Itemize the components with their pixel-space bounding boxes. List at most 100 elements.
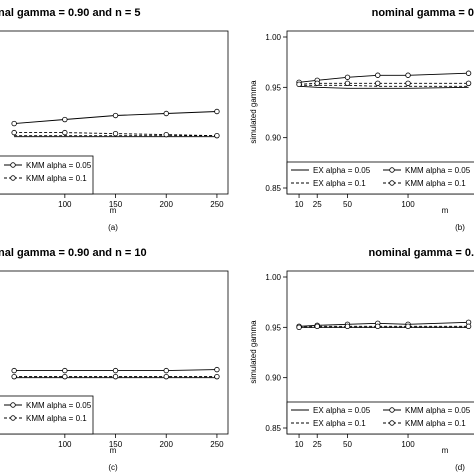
panel-d-legend-label-2: EX alpha = 0.1 bbox=[313, 419, 366, 428]
panel-c-series-2-point-4 bbox=[214, 366, 220, 373]
panel-c-series-2-point-1 bbox=[62, 367, 68, 374]
panel-b-series-3-point-2 bbox=[344, 80, 351, 87]
panel-a-series-2-point-2 bbox=[112, 112, 119, 119]
panel-c-sublabel: (c) bbox=[108, 463, 118, 472]
panel-b-x-tick-label-1: 25 bbox=[313, 200, 322, 209]
panel-b-legend-label-1: KMM alpha = 0.05 bbox=[405, 166, 471, 175]
panel-b-series-line-0 bbox=[299, 85, 469, 89]
panel-d-series-3-point-4 bbox=[405, 323, 411, 330]
panel-c-legend-marker-0 bbox=[10, 402, 16, 408]
panel-c-series-3-point-3 bbox=[163, 373, 169, 380]
panel-b-x-tick-label-0: 10 bbox=[295, 200, 304, 209]
panel-a-x-tick-label-1: 150 bbox=[109, 200, 123, 209]
panel-d-series-3-point-5 bbox=[465, 323, 472, 330]
panel-d-x-tick-label-3: 100 bbox=[401, 440, 415, 449]
panel-a-series-2-point-4 bbox=[214, 108, 220, 115]
panel-c-series-3-point-4 bbox=[214, 373, 220, 380]
panel-c-series-2-point-2 bbox=[112, 367, 119, 374]
panel-c-legend-marker-1 bbox=[10, 415, 16, 421]
panel-d-y-tick-label-2: 0.95 bbox=[265, 323, 281, 332]
panel-b-x-tick-label-3: 100 bbox=[401, 200, 415, 209]
panel-b-y-tick-label-1: 0.90 bbox=[265, 134, 281, 143]
panel-c-legend-box bbox=[0, 395, 94, 435]
panel-c-legend-label-1: KMM alpha = 0.1 bbox=[26, 414, 87, 423]
panel-b-series-2-point-5 bbox=[465, 70, 472, 76]
panel-b: nominal gamma = 0 simulated gamma m (b) … bbox=[249, 7, 474, 232]
panel-a-legend-marker-0 bbox=[10, 162, 16, 168]
panel-d-series-3-point-2 bbox=[344, 323, 351, 330]
panel-c-series-3-point-2 bbox=[112, 373, 119, 380]
panel-a-series-3-point-1 bbox=[62, 129, 68, 136]
panel-a-series-2-point-3 bbox=[163, 110, 169, 117]
panel-b-series-2-point-2 bbox=[344, 74, 351, 80]
panel-b-series-2-point-3 bbox=[375, 72, 381, 78]
panel-d-legend-label-0: EX alpha = 0.05 bbox=[313, 406, 371, 415]
panel-a-x-label: m bbox=[110, 206, 117, 215]
panel-b-series-3-point-5 bbox=[465, 80, 472, 87]
panel-a-x-tick-label-0: 100 bbox=[58, 200, 72, 209]
panel-b-legend-box bbox=[286, 161, 474, 195]
panel-a-series-3-point-2 bbox=[112, 130, 119, 137]
panel-b-legend-marker-3 bbox=[389, 180, 395, 186]
panel-d-series-3-point-0 bbox=[296, 324, 302, 331]
panel-b-series-2-point-4 bbox=[405, 72, 411, 78]
panel-d-title: nominal gamma = 0. bbox=[369, 247, 474, 259]
panel-c-series-2-point-0 bbox=[11, 367, 17, 374]
panel-d-series-3-point-1 bbox=[314, 323, 320, 330]
panel-b-series-line-1 bbox=[299, 84, 469, 87]
panel-d-series-line-2 bbox=[299, 321, 469, 327]
panel-d-sublabel: (d) bbox=[455, 463, 465, 472]
panel-c-series-2-point-3 bbox=[163, 367, 169, 374]
panel-b-series-3-point-3 bbox=[375, 80, 381, 87]
panel-c-plot-frame bbox=[0, 270, 229, 435]
panel-b-series-3-point-1 bbox=[314, 80, 320, 87]
panel-d-legend-marker-1 bbox=[389, 407, 395, 413]
panel-b-x-label: m bbox=[442, 206, 449, 215]
panel-b-series-3-point-0 bbox=[296, 81, 302, 88]
panel-d-x-tick-label-0: 10 bbox=[295, 440, 304, 449]
panel-c-series-3-point-0 bbox=[11, 373, 17, 380]
panel-a-sublabel: (a) bbox=[108, 223, 118, 232]
panel-b-y-label: simulated gamma bbox=[249, 80, 258, 144]
panel-d-x-label: m bbox=[442, 446, 449, 455]
panel-b-legend-label-3: KMM alpha = 0.1 bbox=[405, 179, 466, 188]
panel-b-series-line-2 bbox=[299, 72, 469, 83]
panel-d-series-line-3 bbox=[299, 325, 469, 328]
panel-c-x-tick-label-3: 250 bbox=[210, 440, 224, 449]
panel-a-series-2-point-1 bbox=[62, 116, 68, 123]
panel-b-legend-label-0: EX alpha = 0.05 bbox=[313, 166, 371, 175]
panel-a-plot-frame bbox=[0, 30, 229, 195]
panel-a-x-tick-label-3: 250 bbox=[210, 200, 224, 209]
panel-a: nal gamma = 0.90 and n = 5 m (a) 100 150 2… bbox=[0, 7, 229, 232]
panel-a-legend-label-1: KMM alpha = 0.1 bbox=[26, 174, 87, 183]
panel-b-title: nominal gamma = 0 bbox=[372, 7, 474, 19]
panel-a-title: nal gamma = 0.90 and n = 5 bbox=[0, 7, 140, 19]
panel-a-legend-box bbox=[0, 155, 94, 195]
panel-d-y-tick-label-3: 1.00 bbox=[265, 273, 281, 282]
panel-c-x-tick-label-1: 150 bbox=[109, 440, 123, 449]
panel-d-legend-box bbox=[286, 401, 474, 435]
panel-c-title: nal gamma = 0.90 and n = 10 bbox=[0, 247, 147, 259]
panel-d-x-tick-label-1: 25 bbox=[313, 440, 322, 449]
panel-c-x-tick-label-0: 100 bbox=[58, 440, 72, 449]
panel-b-y-tick-label-3: 1.00 bbox=[265, 33, 281, 42]
panel-c: nal gamma = 0.90 and n = 10 m (c) 100 150… bbox=[0, 247, 229, 472]
panel-a-series-3-point-4 bbox=[214, 132, 220, 139]
panel-c-x-label: m bbox=[110, 446, 117, 455]
panel-d-legend-marker-3 bbox=[389, 420, 395, 426]
panel-b-y-tick-label-2: 0.95 bbox=[265, 83, 281, 92]
panel-a-series-2-point-0 bbox=[11, 120, 17, 127]
panel-d-y-label: simulated gamma bbox=[249, 320, 258, 384]
panel-d-x-tick-label-2: 50 bbox=[343, 440, 352, 449]
panel-c-x-tick-label-2: 200 bbox=[160, 440, 174, 449]
panel-d-y-tick-label-1: 0.90 bbox=[265, 374, 281, 383]
panel-c-legend-label-0: KMM alpha = 0.05 bbox=[26, 401, 92, 410]
panel-b-series-3-point-4 bbox=[405, 80, 411, 87]
panel-b-legend-label-2: EX alpha = 0.1 bbox=[313, 179, 366, 188]
panel-d-y-tick-label-0: 0.85 bbox=[265, 424, 281, 433]
panel-d-legend-label-3: KMM alpha = 0.1 bbox=[405, 419, 466, 428]
panel-b-sublabel: (b) bbox=[455, 223, 465, 232]
panel-c-series-3-point-1 bbox=[62, 373, 68, 380]
panel-a-legend-marker-1 bbox=[10, 175, 16, 181]
panel-a-series-3-point-3 bbox=[163, 131, 169, 138]
